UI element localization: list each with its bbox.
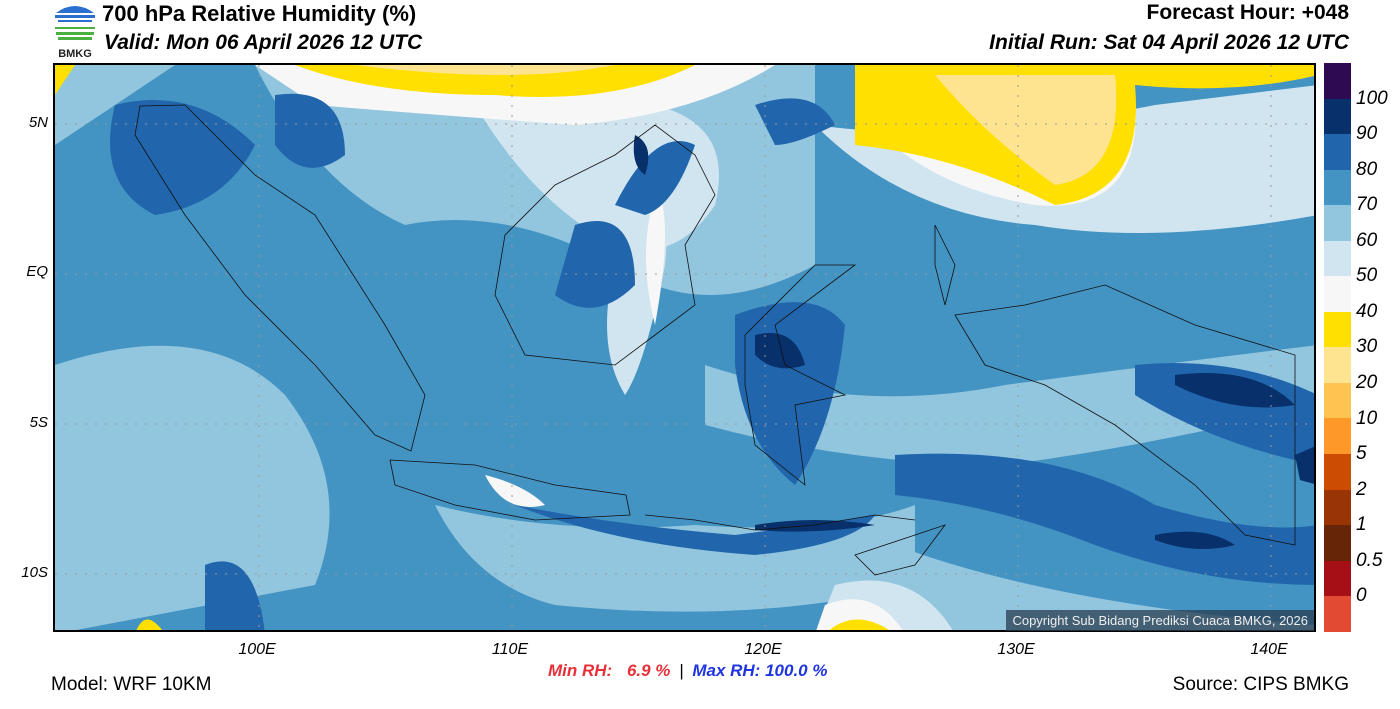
- lat-label: 5S: [29, 414, 48, 431]
- separator: |: [679, 661, 684, 680]
- colorbar-bin: [1324, 63, 1351, 99]
- colorbar-label: 50: [1356, 265, 1378, 287]
- colorbar-bin: [1324, 454, 1351, 490]
- forecast-hour: Forecast Hour: +048: [1146, 1, 1350, 24]
- model-label: Model: WRF 10KM: [51, 674, 212, 695]
- colorbar-label: 60: [1356, 229, 1378, 251]
- colorbar-bin: [1324, 418, 1351, 455]
- lat-label: 10S: [21, 564, 48, 581]
- colorbar-label: 1: [1356, 514, 1367, 536]
- min-rh-value: 6.9 %: [626, 661, 671, 680]
- colorbar-bin: [1324, 311, 1351, 348]
- lon-label: 140E: [1250, 641, 1288, 658]
- svg-text:BMKG: BMKG: [58, 48, 92, 59]
- lat-label: 5N: [28, 114, 48, 131]
- colorbar-label: 30: [1356, 336, 1378, 358]
- colorbar-label: 40: [1356, 300, 1378, 322]
- colorbar-bin: [1324, 98, 1351, 135]
- colorbar-bin: [1324, 560, 1351, 597]
- colorbar-bin: [1324, 489, 1351, 526]
- colorbar-label: 20: [1356, 372, 1378, 394]
- colorbar-bin: [1324, 134, 1351, 170]
- colorbar-label: 0.5: [1356, 549, 1383, 571]
- lon-label: 120E: [744, 641, 782, 658]
- max-rh-label: Max RH:: [692, 661, 761, 680]
- colorbar-bin: [1324, 347, 1351, 383]
- max-rh-value: 100.0 %: [765, 661, 828, 680]
- copyright-note: Copyright Sub Bidang Prediksi Cuaca BMKG…: [1006, 610, 1314, 631]
- colorbar-bin: [1324, 382, 1351, 419]
- valid-time: Valid: Mon 06 April 2026 12 UTC: [104, 31, 423, 54]
- source-label: Source: CIPS BMKG: [1172, 674, 1349, 695]
- colorbar-label: 100: [1356, 87, 1388, 109]
- lon-label: 100E: [238, 641, 276, 658]
- colorbar-bin: [1324, 596, 1351, 632]
- colorbar-label: 90: [1356, 123, 1378, 145]
- colorbar-bin: [1324, 525, 1351, 561]
- colorbar-label: 80: [1356, 158, 1378, 180]
- lat-label: EQ: [26, 263, 48, 280]
- colorbar-label: 10: [1356, 407, 1378, 429]
- initial-run: Initial Run: Sat 04 April 2026 12 UTC: [989, 31, 1349, 54]
- colorbar-label: 0: [1356, 585, 1367, 607]
- colorbar: [1324, 63, 1351, 632]
- colorbar-bin: [1324, 169, 1351, 206]
- min-max-rh: Min RH: 6.9 % | Max RH: 100.0 %: [548, 661, 827, 681]
- colorbar-label: 70: [1356, 194, 1378, 216]
- colorbar-label: 5: [1356, 443, 1367, 465]
- colorbar-bin: [1324, 240, 1351, 277]
- lon-label: 130E: [997, 641, 1035, 658]
- colorbar-bin: [1324, 205, 1351, 241]
- min-rh-label: Min RH:: [548, 661, 613, 680]
- colorbar-label: 2: [1356, 478, 1367, 500]
- chart-title: 700 hPa Relative Humidity (%): [102, 1, 417, 26]
- bmkg-logo: BMKG: [50, 1, 100, 60]
- lon-label: 110E: [491, 641, 529, 658]
- colorbar-bin: [1324, 276, 1351, 312]
- humidity-map: [53, 63, 1316, 632]
